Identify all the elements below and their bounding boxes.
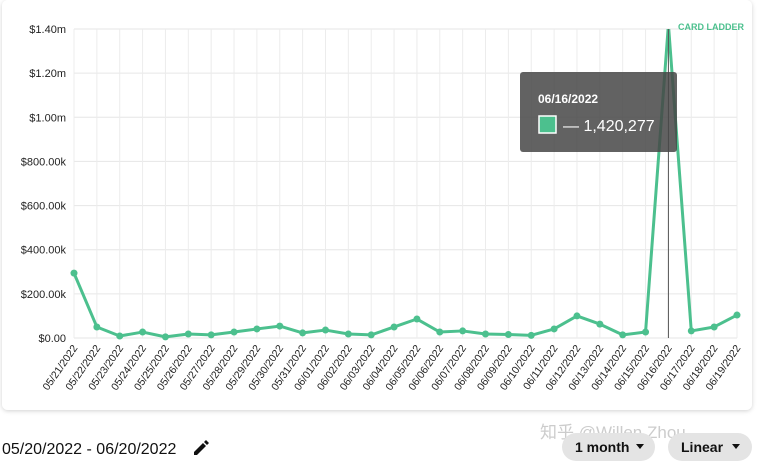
tooltip-swatch: [538, 115, 557, 134]
data-point: [276, 322, 284, 330]
data-point: [321, 326, 329, 334]
data-point: [116, 332, 124, 340]
data-point: [687, 327, 695, 335]
data-point: [504, 330, 512, 338]
range-button-label[interactable]: 1 month: [575, 439, 629, 455]
data-point: [596, 320, 604, 328]
range-button[interactable]: [562, 433, 655, 461]
data-point: [619, 331, 627, 339]
y-tick-label: $1.40m: [29, 24, 66, 36]
tooltip-date: 06/16/2022: [538, 92, 598, 106]
data-point: [733, 311, 741, 319]
data-point: [70, 269, 78, 277]
data-point: [299, 329, 307, 337]
data-point: [207, 331, 215, 339]
data-point: [161, 333, 169, 341]
tooltip: [520, 72, 677, 152]
data-point: [184, 330, 192, 338]
dropdown-arrow: [636, 444, 644, 449]
data-point: [482, 330, 490, 338]
data-point: [459, 327, 467, 335]
data-point: [413, 315, 421, 323]
data-point: [93, 323, 101, 331]
data-point: [390, 323, 398, 331]
y-tick-label: $600.00k: [21, 201, 67, 213]
y-tick-label: $1.20m: [29, 68, 66, 80]
dropdown-arrow: [732, 444, 740, 449]
data-line: [72, 29, 738, 339]
data-point: [710, 323, 718, 331]
data-point: [527, 331, 535, 339]
data-point: [573, 312, 581, 320]
data-point: [367, 331, 375, 339]
scale-button[interactable]: [668, 433, 752, 461]
data-point: [230, 328, 238, 336]
y-tick-label: $200.00k: [21, 289, 67, 301]
data-point: [550, 325, 558, 333]
y-tick-label: $1.00m: [29, 112, 66, 124]
data-point: [642, 328, 650, 336]
y-tick-label: $400.00k: [21, 245, 67, 257]
edit-icon[interactable]: [194, 440, 209, 455]
data-point: [139, 328, 147, 336]
scale-button-label[interactable]: Linear: [681, 439, 724, 455]
data-point: [436, 328, 444, 336]
logo: CARD LADDER: [678, 22, 744, 32]
data-point: [253, 325, 261, 333]
tooltip-value: — 1,420,277: [563, 118, 655, 135]
data-point: [344, 330, 352, 338]
date-range: 05/20/2022 - 06/20/2022: [2, 441, 176, 458]
y-tick-label: $800.00k: [21, 156, 67, 168]
y-tick-label: $0.00: [38, 333, 66, 345]
